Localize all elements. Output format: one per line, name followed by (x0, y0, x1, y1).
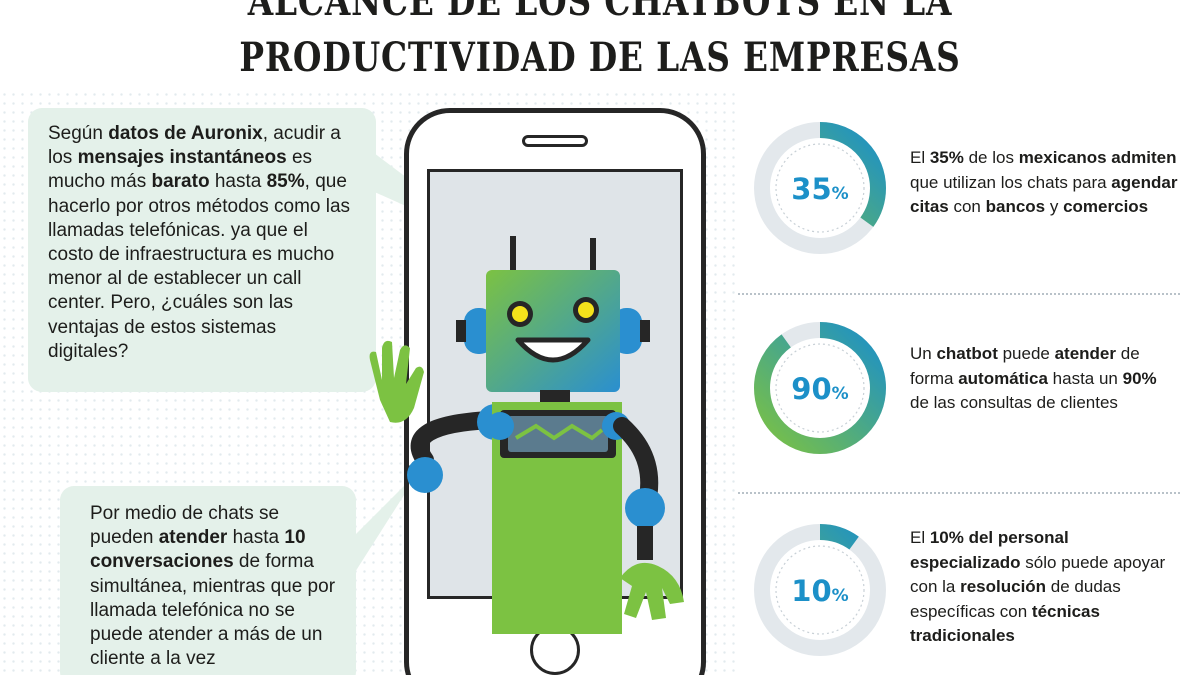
stat-description: El 10% del personal especializado sólo p… (910, 526, 1180, 649)
phone-speaker (522, 135, 588, 147)
bold-text: mensajes instantáneos (77, 147, 287, 169)
text-run: de forma simultánea, mientras que por ll… (90, 551, 336, 670)
bold-text: 85% (266, 171, 305, 193)
ring-inner-guide (775, 343, 865, 433)
text-run: de los (963, 148, 1019, 167)
bold-text: resolución (960, 577, 1047, 596)
progress-ring-icon (754, 524, 886, 656)
text-run: Por medio de chats se pueden (90, 503, 280, 549)
ring-progress-arc (754, 122, 886, 254)
stat-value: 10% (791, 574, 849, 608)
text-run: puede (997, 344, 1055, 363)
stat-description: Un chatbot puede atender de forma automá… (910, 342, 1180, 416)
stat-value: 90% (791, 372, 849, 406)
stat-description: El 35% de los mexicanos admiten que util… (910, 146, 1180, 220)
info-bubble-top: Según datos de Auronix, acudir a los men… (28, 108, 376, 392)
bold-text: barato (151, 171, 210, 193)
text-run: de dudas específicas con (910, 577, 1121, 621)
text-run: de forma (910, 344, 1140, 388)
ring-progress-arc (754, 524, 886, 656)
info-bubble-bottom-text: Por medio de chats se pueden atender has… (90, 502, 336, 671)
text-run: hasta un (1047, 368, 1123, 388)
text-run: de las consultas de clientes (910, 393, 1118, 412)
bold-text: bancos (985, 197, 1046, 216)
text-run: Según (48, 123, 109, 144)
bold-text: atender (158, 527, 228, 549)
text-run: Un (910, 344, 937, 363)
text-run: hasta (227, 527, 285, 549)
progress-ring-icon (754, 322, 886, 454)
text-run: El (910, 148, 930, 167)
ring-inner-guide (775, 545, 865, 635)
bold-text: chatbot (936, 344, 998, 363)
bold-text: 35% (929, 148, 964, 167)
text-run: El (910, 528, 930, 547)
stats-divider (738, 492, 1180, 494)
stats-divider (738, 293, 1180, 295)
text-run: , que hacerlo por otros métodos como las… (48, 171, 351, 362)
bold-text: 10% del personal especializado (910, 528, 1069, 572)
page-title-line-2: PRODUCTIVIDAD DE LAS EMPRESAS (239, 34, 961, 81)
info-bubble-top-text: Según datos de Auronix, acudir a los men… (48, 122, 356, 364)
bold-text: agendar citas (910, 172, 1178, 217)
text-run: , acudir a los (48, 123, 341, 169)
bold-text: 90% (1122, 368, 1157, 388)
text-run: es mucho más (48, 147, 313, 193)
bold-text: comercios (1063, 197, 1149, 216)
text-run: sólo puede apoyar con la (910, 552, 1166, 597)
robot-icon (369, 236, 684, 634)
bold-text: datos de Auronix (108, 123, 263, 144)
text-run: y (1045, 197, 1064, 216)
text-run: que utilizan los chats para (910, 172, 1112, 192)
ring-progress-arc (754, 322, 886, 454)
text-run: con (948, 197, 986, 216)
stat-value: 35% (791, 172, 849, 206)
bold-text: mexicanos admiten (1018, 148, 1177, 167)
progress-ring-icon (754, 122, 886, 254)
page-title-line-1: ALCANCE DE LOS CHATBOTS EN LA (247, 0, 953, 25)
info-bubble-bottom: Por medio de chats se pueden atender has… (60, 486, 356, 675)
ring-inner-guide (775, 143, 865, 233)
bold-text: técnicas tradicionales (910, 601, 1100, 646)
text-run: hasta (209, 171, 267, 193)
bold-text: automática (958, 368, 1048, 388)
bold-text: atender (1054, 344, 1117, 363)
bold-text: 10 conversaciones (90, 527, 306, 573)
